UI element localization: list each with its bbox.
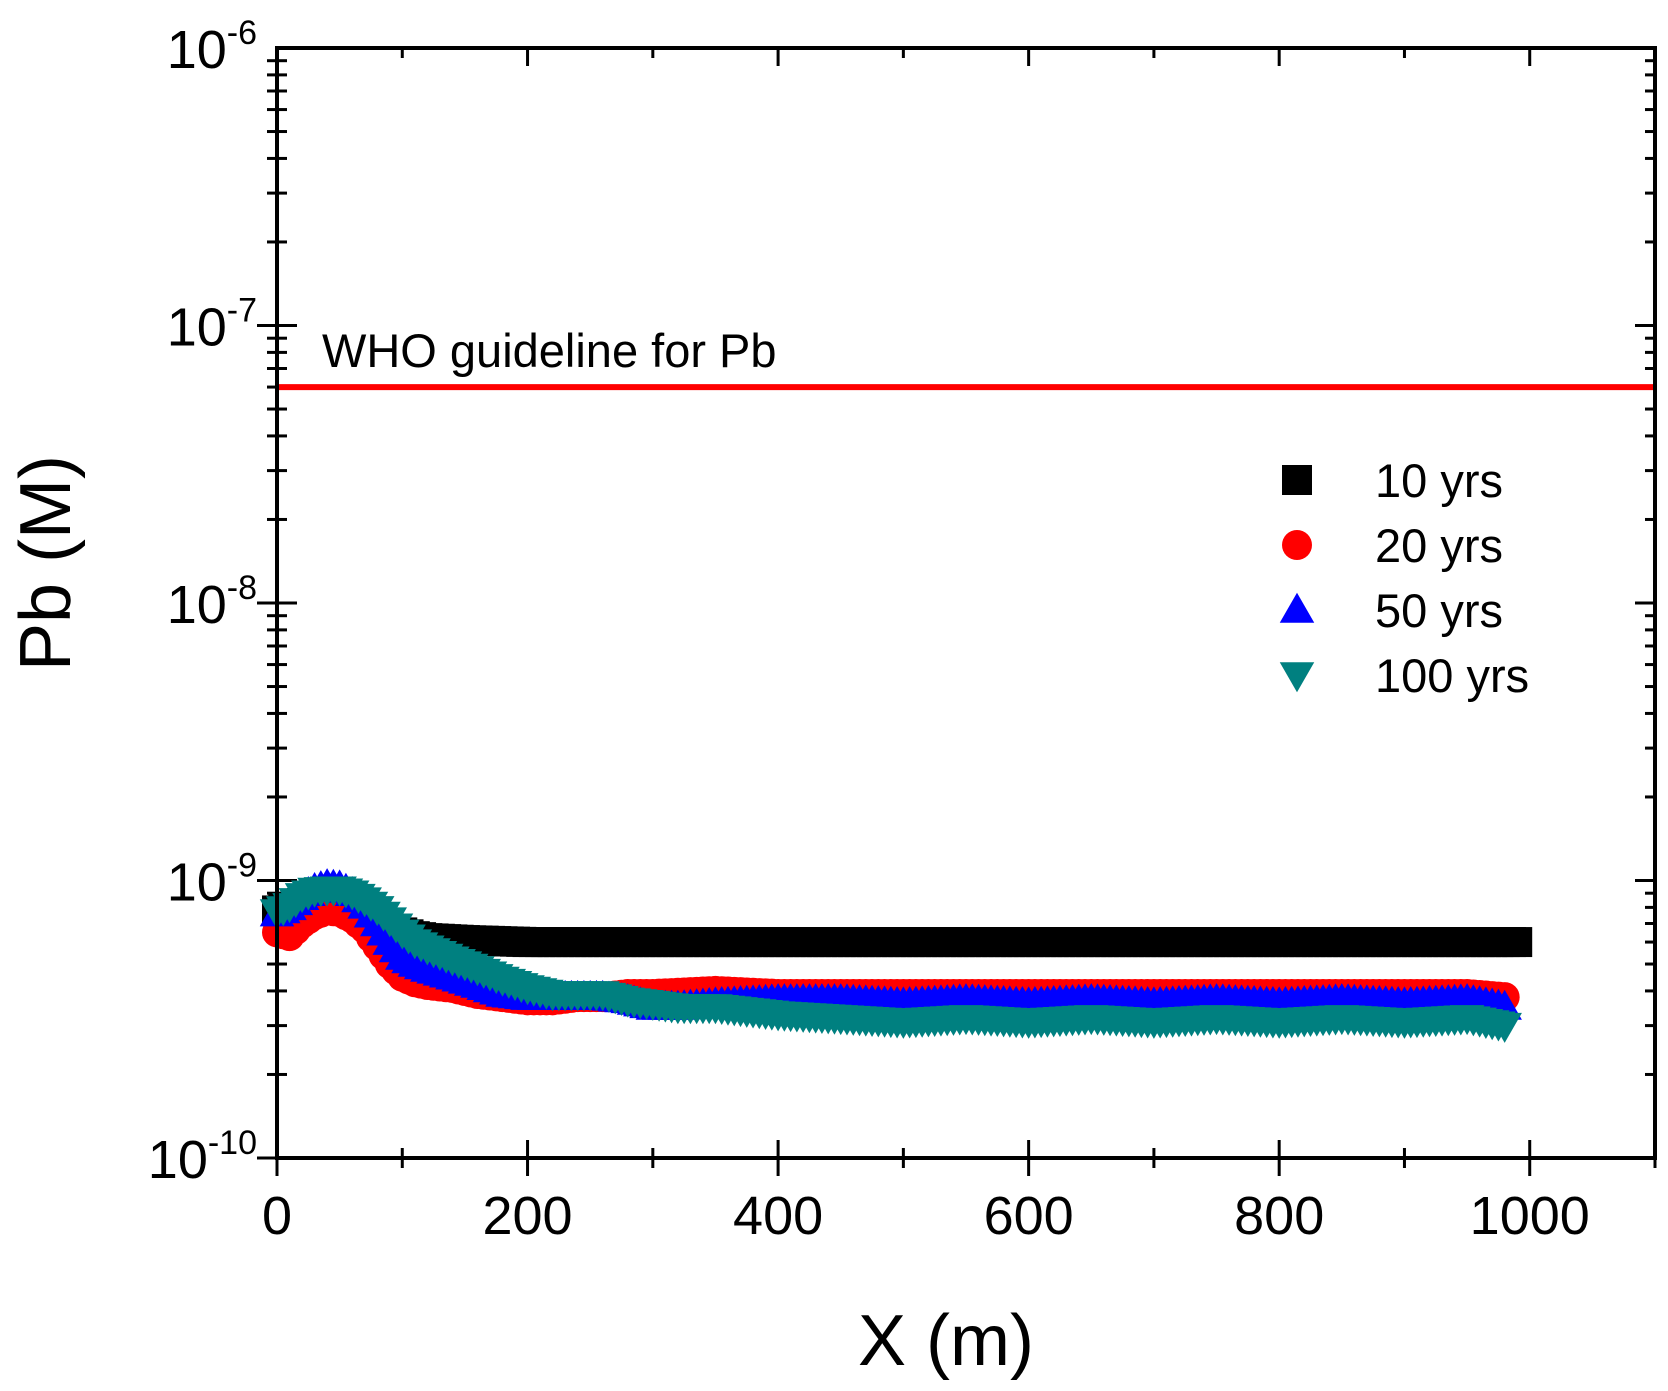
x-tick-label: 0 bbox=[262, 1186, 292, 1246]
legend-label: 10 yrs bbox=[1375, 454, 1503, 507]
x-axis-title: X (m) bbox=[858, 1301, 1034, 1381]
plot-frame bbox=[275, 46, 1657, 1160]
y-tick-label: 10-10 bbox=[148, 1124, 257, 1190]
y-tick-label: 10-7 bbox=[167, 292, 257, 358]
who-guideline: WHO guideline for Pb bbox=[277, 324, 1655, 391]
x-tick-label: 200 bbox=[482, 1186, 572, 1246]
series-100-yrs bbox=[259, 876, 1522, 1043]
x-tick-label: 800 bbox=[1234, 1186, 1324, 1246]
tick-labels: 0 200 400 600 800 1000 10-10 10-9 10-8 10-7 10-6 bbox=[148, 14, 1590, 1246]
legend-marker bbox=[1282, 465, 1312, 495]
legend-label: 50 yrs bbox=[1375, 584, 1503, 637]
y-tick-label: 10-9 bbox=[167, 847, 257, 913]
legend-marker bbox=[1279, 592, 1315, 623]
y-tick-label: 10-8 bbox=[167, 569, 257, 635]
data-point bbox=[1502, 927, 1533, 958]
data-point bbox=[1487, 1012, 1522, 1043]
x-tick-label: 600 bbox=[984, 1186, 1074, 1246]
legend: 10 yrs 20 yrs 50 yrs 100 yrs bbox=[1279, 454, 1529, 702]
legend-label: 20 yrs bbox=[1375, 519, 1503, 572]
x-tick-label: 400 bbox=[733, 1186, 823, 1246]
who-guideline-label: WHO guideline for Pb bbox=[322, 324, 777, 377]
y-tick-label: 10-6 bbox=[167, 14, 257, 80]
legend-marker bbox=[1279, 662, 1315, 693]
x-tick-label: 1000 bbox=[1470, 1186, 1590, 1246]
y-axis-title: Pb (M) bbox=[6, 455, 86, 671]
data-series bbox=[259, 868, 1533, 1043]
legend-label: 100 yrs bbox=[1375, 649, 1529, 702]
legend-marker bbox=[1282, 530, 1312, 560]
